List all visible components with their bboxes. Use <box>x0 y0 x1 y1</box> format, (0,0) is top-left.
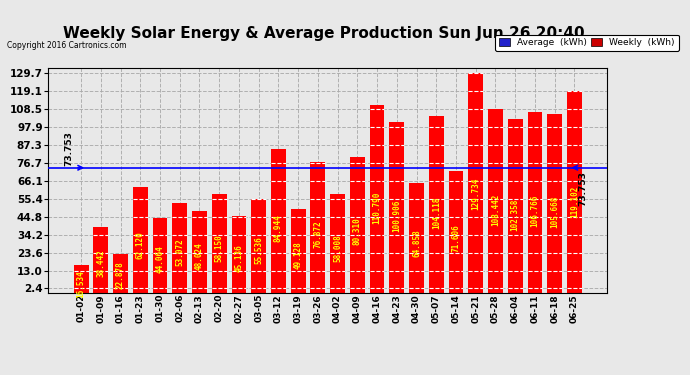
Bar <box>389 122 404 292</box>
Text: 58.008: 58.008 <box>333 234 342 262</box>
Text: 80.310: 80.310 <box>353 217 362 245</box>
Bar <box>172 203 187 292</box>
Text: 58.150: 58.150 <box>215 234 224 262</box>
Bar <box>290 209 306 292</box>
Text: 104.118: 104.118 <box>432 197 441 230</box>
Bar <box>508 119 522 292</box>
Text: 38.442: 38.442 <box>97 249 106 277</box>
Bar <box>448 171 464 292</box>
Bar <box>429 116 444 292</box>
Text: 71.606: 71.606 <box>451 224 460 252</box>
Text: 48.024: 48.024 <box>195 242 204 270</box>
Text: 49.128: 49.128 <box>294 241 303 269</box>
Bar <box>547 114 562 292</box>
Text: 44.064: 44.064 <box>155 245 164 273</box>
Bar <box>331 194 345 292</box>
Bar <box>133 188 148 292</box>
Text: Copyright 2016 Cartronics.com: Copyright 2016 Cartronics.com <box>7 41 126 50</box>
Bar <box>251 198 266 292</box>
Bar <box>192 211 207 292</box>
Text: 105.668: 105.668 <box>550 196 559 228</box>
Bar <box>113 254 128 292</box>
Text: 84.944: 84.944 <box>274 214 283 242</box>
Text: 62.120: 62.120 <box>136 231 145 259</box>
Bar <box>409 183 424 292</box>
Text: Weekly Solar Energy & Average Production Sun Jun 26 20:40: Weekly Solar Energy & Average Production… <box>63 26 585 41</box>
Text: 55.536: 55.536 <box>254 236 263 264</box>
Bar <box>93 228 108 292</box>
Bar <box>488 109 503 292</box>
Text: 45.136: 45.136 <box>235 244 244 272</box>
Bar <box>212 194 226 292</box>
Bar <box>232 216 246 292</box>
Bar <box>370 105 384 292</box>
Text: 22.878: 22.878 <box>116 261 125 289</box>
Text: 16.534: 16.534 <box>77 270 86 298</box>
Bar <box>528 112 542 292</box>
Text: 108.442: 108.442 <box>491 194 500 226</box>
Legend: Average  (kWh), Weekly  (kWh): Average (kWh), Weekly (kWh) <box>495 34 678 51</box>
Text: 106.766: 106.766 <box>531 195 540 227</box>
Text: 76.872: 76.872 <box>313 220 322 248</box>
Text: 64.858: 64.858 <box>412 229 421 257</box>
Text: 110.790: 110.790 <box>373 192 382 224</box>
Bar <box>152 218 168 292</box>
Text: 73.753: 73.753 <box>579 171 588 206</box>
Text: 73.753: 73.753 <box>65 131 74 166</box>
Bar <box>350 157 365 292</box>
Text: 53.072: 53.072 <box>175 238 184 266</box>
Text: 129.734: 129.734 <box>471 177 480 210</box>
Bar <box>74 264 88 292</box>
Text: 119.102: 119.102 <box>570 186 579 218</box>
Text: 100.906: 100.906 <box>393 200 402 232</box>
Bar <box>469 73 483 292</box>
Text: 102.358: 102.358 <box>511 198 520 231</box>
Bar <box>310 162 325 292</box>
Bar <box>271 149 286 292</box>
Bar <box>567 91 582 292</box>
